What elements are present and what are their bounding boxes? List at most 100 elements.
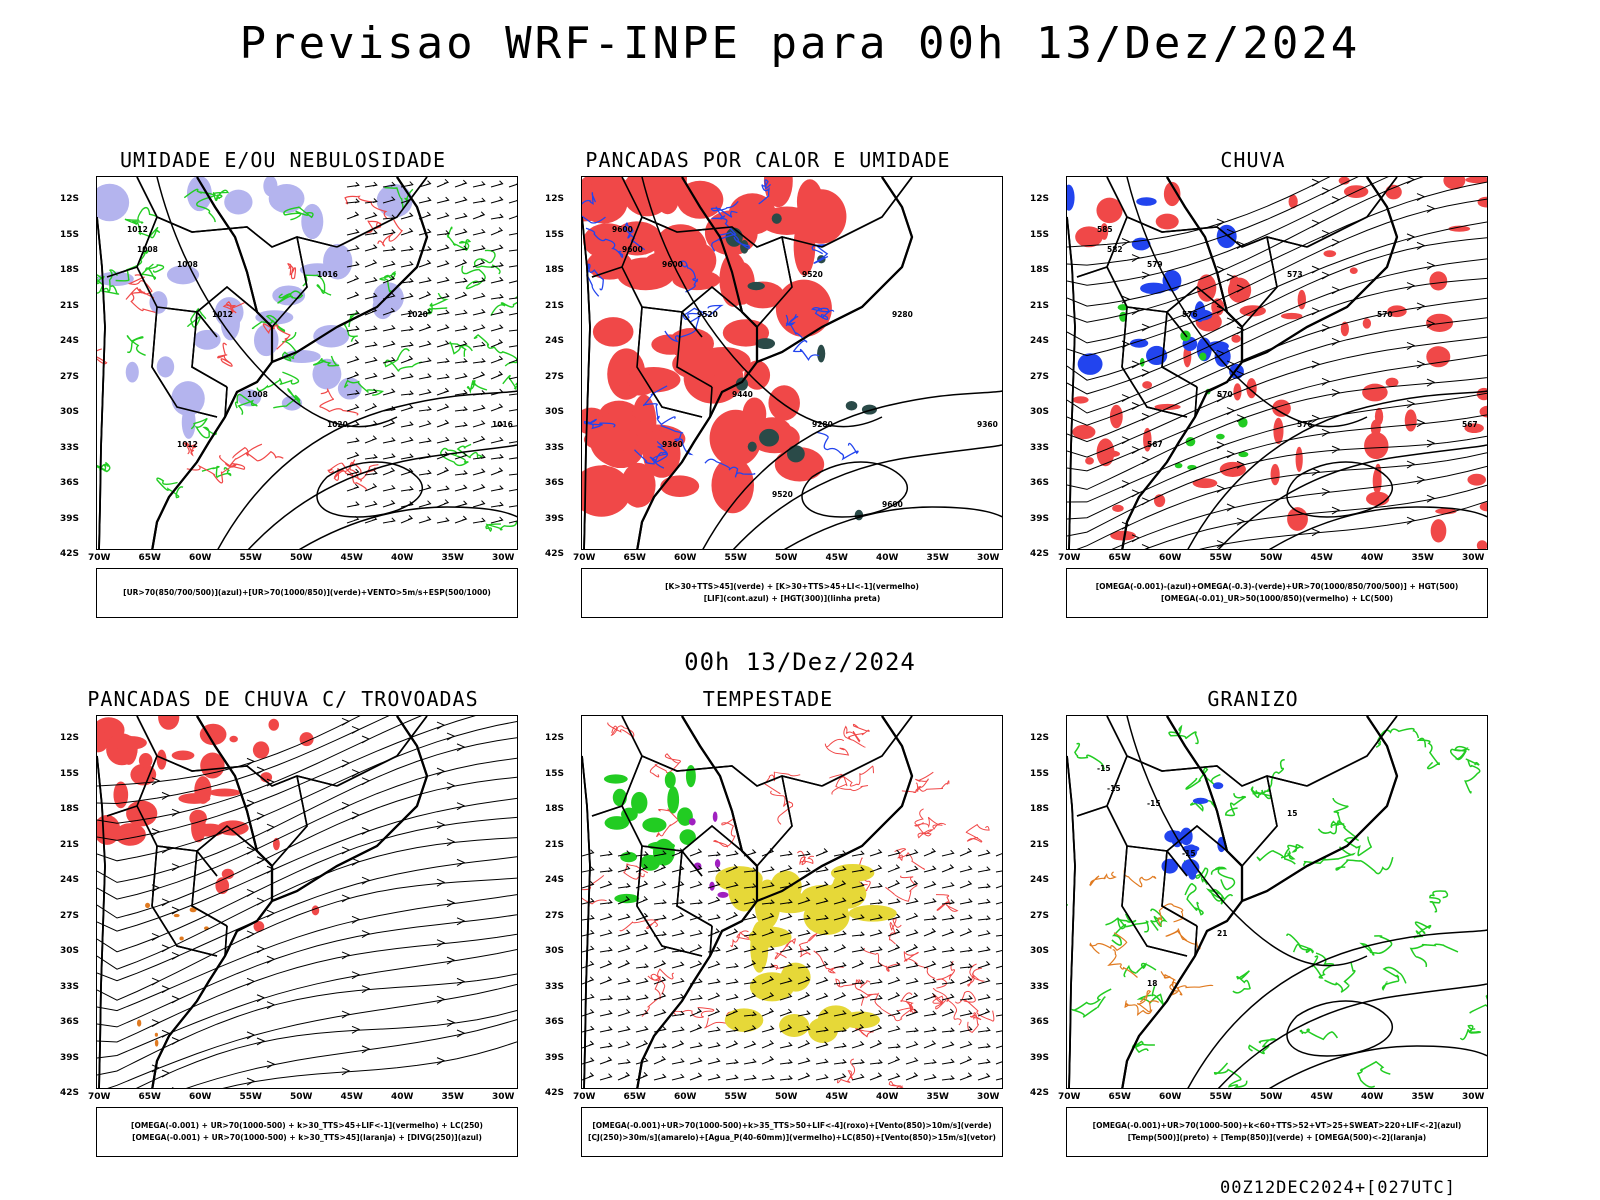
wind-vector-head xyxy=(697,881,703,886)
contour-line xyxy=(854,979,879,1006)
wind-vector-head xyxy=(985,1073,991,1078)
streamline xyxy=(1067,435,1487,537)
wind-vector-head xyxy=(390,246,396,251)
wind-vector-head xyxy=(462,484,468,490)
field-patch xyxy=(1295,446,1303,472)
wind-vector-head xyxy=(372,277,378,282)
streamline-arrow xyxy=(256,945,266,954)
field-patch xyxy=(1426,313,1454,332)
wind-vector-head xyxy=(805,976,811,982)
latitude-tick-label: 30S xyxy=(1030,407,1050,417)
wind-vector-head xyxy=(768,1040,775,1045)
wind-vector-head xyxy=(426,228,432,234)
wind-vector-head xyxy=(949,946,955,952)
field-patch xyxy=(224,189,253,215)
wind-vector xyxy=(508,265,517,268)
streamline-arrow xyxy=(1416,302,1426,311)
wind-vector-head xyxy=(931,992,937,998)
wind-vector-head xyxy=(769,882,775,887)
map-plot: 1012 1008 1008 1012 1016 1008 1012 1020 1020 1016 xyxy=(97,177,517,549)
wind-vector-head xyxy=(497,371,504,376)
contour-label: 1012 xyxy=(127,225,148,234)
wind-vector-head xyxy=(751,1025,757,1030)
field-patch xyxy=(644,430,670,473)
map-boundaries xyxy=(97,177,429,549)
wind-vector-head xyxy=(625,913,631,919)
wind-vector-head xyxy=(589,976,595,982)
streamline-arrow xyxy=(1226,407,1236,416)
field-patch xyxy=(158,716,180,730)
wind-vector-head xyxy=(967,865,973,871)
map-boundaries xyxy=(1067,177,1399,549)
contour-line xyxy=(837,1058,856,1084)
field-patch xyxy=(1297,289,1306,310)
legend-line: [OMEGA(-0.001)-(azul)+OMEGA(-0.3)-(verde… xyxy=(1095,582,1459,591)
field-patch xyxy=(840,1011,880,1029)
country-border xyxy=(106,266,138,278)
wind-vector-head xyxy=(426,246,432,251)
wind-vector-head xyxy=(912,944,919,949)
map-boundaries xyxy=(1067,716,1399,1088)
contour-line xyxy=(582,875,607,905)
streamline-arrow xyxy=(266,865,276,874)
wind-vector-head xyxy=(858,1024,865,1029)
wind-vector-head xyxy=(841,1010,847,1016)
wind-vector-head xyxy=(516,249,517,251)
contour-line xyxy=(283,206,314,221)
contour-line xyxy=(1343,836,1373,857)
wind-vector-head xyxy=(966,1056,973,1061)
latitude-tick-label: 42S xyxy=(60,549,80,559)
field-patch xyxy=(712,811,718,822)
wind-vector-head xyxy=(407,515,414,520)
field-patch xyxy=(1404,409,1417,432)
longitude-tick-label: 70W xyxy=(88,553,111,563)
wind-vector-head xyxy=(408,390,414,396)
streamline xyxy=(97,776,517,919)
wind-vector-head xyxy=(462,437,468,443)
streamline xyxy=(97,914,517,1028)
wind-vector-head xyxy=(607,946,613,952)
panel-title: UMIDADE E/OU NEBULOSIDADE xyxy=(119,148,447,172)
streamline xyxy=(97,856,517,982)
longitude-tick-label: 55W xyxy=(1209,1092,1232,1102)
field-patch xyxy=(1233,383,1242,401)
streamline-arrow xyxy=(1236,370,1246,379)
contour-line xyxy=(713,817,736,848)
contour-line xyxy=(1381,966,1407,991)
country-border xyxy=(224,925,228,957)
contour-line xyxy=(965,823,990,843)
wind-vector-head xyxy=(480,211,486,217)
contour-line xyxy=(758,179,772,205)
streamline-arrow xyxy=(436,878,446,887)
wind-vector-head xyxy=(768,1056,775,1061)
wind-vector xyxy=(995,1045,1002,1049)
streamline-arrow xyxy=(351,915,361,924)
wind-vector-head xyxy=(697,944,703,950)
contour-line xyxy=(843,725,861,743)
wind-vector-head xyxy=(516,394,517,395)
wind-vector-head xyxy=(715,1026,721,1032)
wind-vector-head xyxy=(859,1073,865,1079)
field-patch xyxy=(1340,321,1349,337)
wind-vector-head xyxy=(769,992,775,998)
contour-label: -15 xyxy=(1147,799,1161,808)
wind-vector-head xyxy=(769,912,775,918)
wind-vector-head xyxy=(372,259,378,265)
contour-line xyxy=(1067,904,1068,906)
streamline-arrow xyxy=(246,977,256,986)
field-patch xyxy=(154,1039,159,1047)
contour-line xyxy=(1248,1038,1279,1055)
longitude-tick-label: 35W xyxy=(926,553,949,563)
country-border xyxy=(1161,850,1198,927)
panel-title: PANCADAS DE CHUVA C/ TROVOADAS xyxy=(87,687,479,711)
contour-line xyxy=(835,978,871,988)
wind-vector-head xyxy=(931,881,937,886)
country-border xyxy=(1306,716,1398,787)
longitude-tick-label: 45W xyxy=(1310,553,1333,563)
contour-label: 9360 xyxy=(977,420,998,429)
contour-line xyxy=(273,388,301,409)
contour-label: 9360 xyxy=(662,440,683,449)
streamlines-250 xyxy=(97,716,517,1088)
